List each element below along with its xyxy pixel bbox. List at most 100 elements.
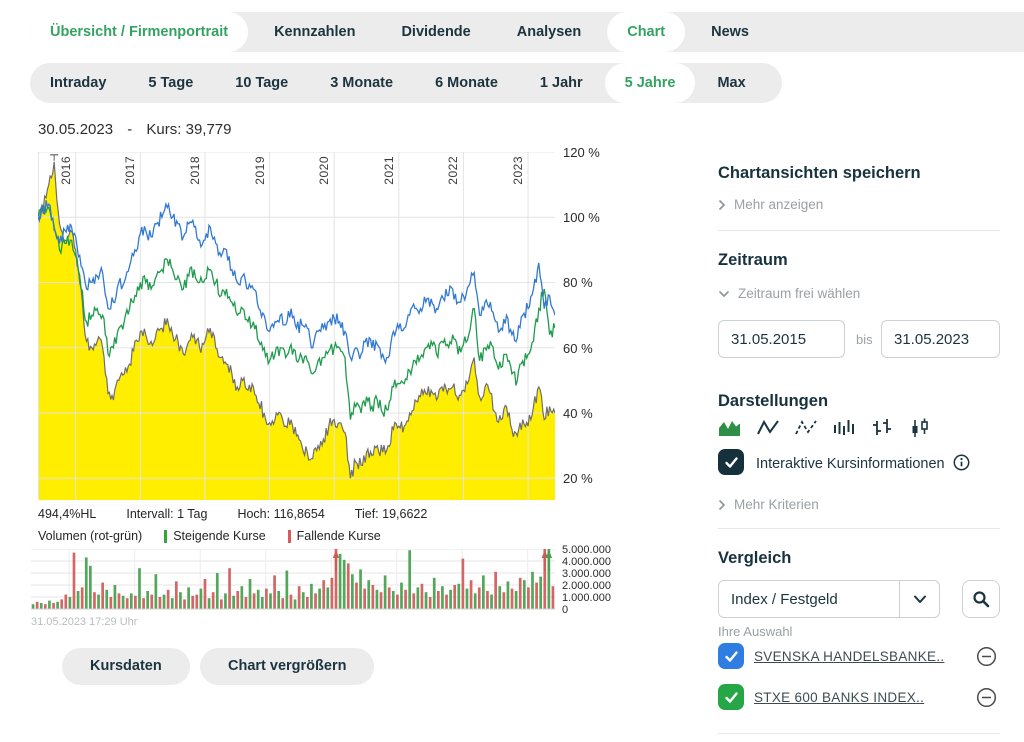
- chart-type-candlestick-icon[interactable]: [908, 418, 932, 438]
- year-label-2021: 2021: [381, 156, 396, 185]
- checkmark-icon: [724, 456, 738, 468]
- zeitraum-frei-waehlen-label: Zeitraum frei wählen: [738, 286, 861, 301]
- search-icon: [973, 591, 990, 608]
- y-tick-60: 60 %: [563, 341, 593, 356]
- tab-1-jahr[interactable]: 1 Jahr: [539, 75, 583, 91]
- vergleich-search-button[interactable]: [962, 580, 1000, 618]
- price-chart[interactable]: [37, 151, 556, 501]
- chartansichten-title: Chartansichten speichern: [718, 164, 921, 182]
- mehr-kriterien-link[interactable]: Mehr Kriterien: [718, 497, 819, 512]
- darstellungen-title: Darstellungen: [718, 392, 829, 410]
- stat-hl: 494,4%HL: [38, 507, 97, 521]
- nav-tab-kennzahlen[interactable]: Kennzahlen: [274, 24, 356, 40]
- y-tick-100: 100 %: [563, 210, 600, 225]
- tab-intraday[interactable]: Intraday: [50, 75, 107, 91]
- chart-type-line-icon[interactable]: [756, 418, 780, 438]
- vol-tick-2m: 2.000.000: [562, 580, 611, 592]
- tab-5-jahre[interactable]: 5 Jahre: [604, 63, 696, 103]
- zeitraum-title: Zeitraum: [718, 251, 788, 269]
- checkmark-icon: [724, 650, 738, 662]
- vol-tick-1m: 1.000.000: [562, 592, 611, 604]
- vergleich-title: Vergleich: [718, 549, 792, 567]
- chart-vergroessern-button[interactable]: Chart vergrößern: [200, 648, 375, 685]
- chart-separator: -: [127, 121, 133, 138]
- chart-type-dashed-line-icon[interactable]: [794, 418, 818, 438]
- vol-tick-0: 0: [562, 604, 569, 616]
- stat-tief: Tief: 19,6622: [354, 507, 428, 521]
- nav-tab-news[interactable]: News: [711, 24, 749, 40]
- selection-link-svenska[interactable]: SVENSKA HANDELSBANKE..: [754, 649, 945, 664]
- tab-10-tage[interactable]: 10 Tage: [235, 75, 289, 91]
- tab-6-monate[interactable]: 6 Monate: [435, 75, 498, 91]
- nav-tab-chart[interactable]: Chart: [607, 12, 686, 52]
- volume-legend-down: Fallende Kurse: [296, 529, 381, 543]
- year-label-2020: 2020: [317, 156, 332, 185]
- volume-legend-title: Volumen (rot-grün): [38, 529, 143, 543]
- chevron-down-icon: [913, 595, 926, 603]
- stat-intervall: Intervall: 1 Tag: [126, 507, 208, 521]
- chevron-down-icon: [718, 290, 730, 297]
- tab-max[interactable]: Max: [717, 75, 746, 91]
- chart-type-bars-icon[interactable]: [832, 418, 856, 438]
- remove-stxe-icon[interactable]: [976, 687, 997, 713]
- zeitraum-frei-waehlen-link[interactable]: Zeitraum frei wählen: [718, 286, 860, 301]
- vergleich-select-value: Index / Festgeld: [731, 590, 838, 608]
- volume-legend: Volumen (rot-grün) Steigende Kurse Falle…: [38, 529, 403, 543]
- info-icon[interactable]: [953, 454, 970, 471]
- year-label-2019: 2019: [252, 156, 267, 185]
- y-tick-80: 80 %: [563, 275, 593, 290]
- divider: [718, 528, 1000, 529]
- down-bar-icon: [287, 529, 291, 543]
- chart-stats: 494,4%HL Intervall: 1 Tag Hoch: 116,8654…: [38, 507, 427, 521]
- volume-legend-up: Steigende Kurse: [173, 529, 266, 543]
- nav-tab-uebersicht-firmenportrait[interactable]: Übersicht / Firmenportrait: [30, 12, 249, 52]
- vol-tick-5m: 5.000.000: [562, 544, 611, 556]
- chart-header: 30.05.2023 - Kurs: 39,779: [38, 121, 241, 138]
- date-to-input[interactable]: [881, 320, 1000, 358]
- y-tick-40: 40 %: [563, 406, 593, 421]
- stat-hoch: Hoch: 116,8654: [237, 507, 325, 521]
- bis-label: bis: [856, 332, 873, 347]
- select-chevron: [899, 581, 939, 617]
- tab-5-tage[interactable]: 5 Tage: [148, 75, 194, 91]
- checkmark-icon: [724, 691, 738, 703]
- year-label-2022: 2022: [446, 156, 461, 185]
- interaktive-kursinformationen-label: Interaktive Kursinformationen: [756, 454, 970, 472]
- date-from-input[interactable]: [718, 320, 845, 358]
- selection-checkbox-svenska[interactable]: [718, 643, 744, 669]
- selection-link-stxe[interactable]: STXE 600 BANKS INDEX..: [754, 690, 925, 705]
- chevron-right-icon: [718, 499, 726, 510]
- nav-tab-analysen[interactable]: Analysen: [516, 24, 582, 40]
- divider: [718, 733, 1000, 734]
- selection-checkbox-stxe[interactable]: [718, 684, 744, 710]
- chart-type-area-icon[interactable]: [718, 418, 742, 438]
- chart-kurs: Kurs: 39,779: [146, 121, 232, 138]
- kursdaten-button[interactable]: Kursdaten: [62, 648, 190, 685]
- remove-svenska-icon[interactable]: [976, 646, 997, 672]
- vol-tick-4m: 4.000.000: [562, 556, 611, 568]
- divider: [718, 230, 1000, 231]
- vol-tick-3m: 3.000.000: [562, 568, 611, 580]
- nav-tab-dividende[interactable]: Dividende: [401, 24, 471, 40]
- chevron-right-icon: [718, 199, 726, 210]
- main-nav: Übersicht / Firmenportrait Kennzahlen Di…: [30, 12, 1024, 52]
- year-label-2018: 2018: [187, 156, 202, 185]
- chart-date: 30.05.2023: [38, 121, 114, 138]
- period-nav: Intraday 5 Tage 10 Tage 3 Monate 6 Monat…: [30, 63, 782, 103]
- year-label-2017: 2017: [123, 156, 138, 185]
- chart-timestamp: 31.05.2023 17:29 Uhr: [31, 616, 138, 628]
- mehr-anzeigen-label: Mehr anzeigen: [734, 197, 824, 212]
- mehr-kriterien-label: Mehr Kriterien: [734, 497, 819, 512]
- ihre-auswahl-label: Ihre Auswahl: [718, 624, 793, 639]
- volume-chart: [31, 548, 555, 611]
- vergleich-select[interactable]: Index / Festgeld: [718, 580, 940, 618]
- chart-type-ohlc-icon[interactable]: [870, 418, 894, 438]
- tab-3-monate[interactable]: 3 Monate: [330, 75, 394, 91]
- year-label-2016: 2016: [58, 156, 73, 185]
- interaktive-kursinformationen-checkbox[interactable]: [718, 449, 744, 475]
- y-tick-20: 20 %: [563, 471, 593, 486]
- y-tick-120: 120 %: [563, 145, 600, 160]
- mehr-anzeigen-link[interactable]: Mehr anzeigen: [718, 197, 823, 212]
- up-bar-icon: [164, 529, 168, 543]
